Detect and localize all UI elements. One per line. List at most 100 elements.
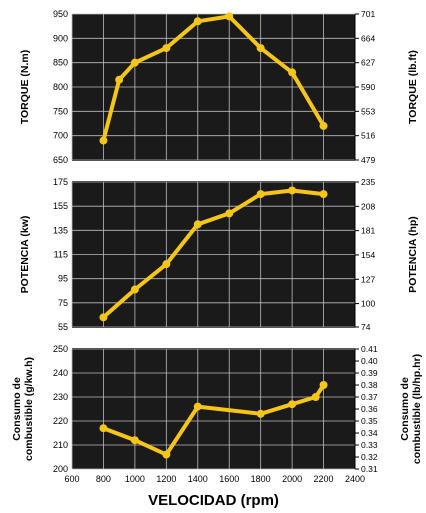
y-tick-label: 155 bbox=[53, 201, 68, 211]
right-tick-label: 74 bbox=[361, 322, 371, 332]
y-tick-label: 650 bbox=[53, 155, 68, 165]
data-point bbox=[225, 209, 234, 218]
y-tick-label: 750 bbox=[53, 106, 68, 116]
data-point bbox=[319, 381, 328, 389]
right-tick-label: 627 bbox=[361, 58, 375, 68]
data-point bbox=[130, 436, 139, 445]
y-axis-label-left-line: POTENCIA (kw) bbox=[19, 216, 31, 294]
y-axis-label-left-line: Consumo de bbox=[11, 377, 23, 441]
plot-background bbox=[72, 14, 355, 469]
right-tick-label: 0.39 bbox=[361, 368, 378, 378]
right-tick-label: 0.40 bbox=[361, 356, 378, 366]
y-tick-label: 240 bbox=[53, 368, 68, 378]
y-axis-label-left: Consumo decombustible (g/kw.h) bbox=[11, 357, 35, 461]
right-tick-label: 701 bbox=[361, 9, 375, 19]
y-tick-label: 210 bbox=[53, 440, 68, 450]
data-point bbox=[193, 220, 202, 229]
right-tick-label: 664 bbox=[361, 33, 375, 43]
right-tick-label: 0.38 bbox=[361, 380, 378, 390]
right-tick-label: 590 bbox=[361, 82, 375, 92]
right-tick-label: 0.32 bbox=[361, 452, 378, 462]
x-tick-label: 1800 bbox=[251, 474, 271, 484]
data-point bbox=[225, 12, 234, 21]
series-line bbox=[101, 383, 326, 457]
x-tick-label: 1000 bbox=[125, 474, 145, 484]
x-tick-label: 1600 bbox=[219, 474, 239, 484]
y-tick-label: 175 bbox=[53, 177, 68, 187]
data-point bbox=[162, 44, 171, 53]
y-tick-label: 230 bbox=[53, 392, 68, 402]
x-tick-label: 2400 bbox=[345, 474, 365, 484]
y-axis-label-right-line: Consumo de bbox=[399, 377, 411, 441]
y-tick-label: 115 bbox=[54, 250, 68, 260]
y-axis-label-right-line: TORQUE (lb.ft) bbox=[407, 50, 419, 124]
data-point bbox=[311, 393, 320, 401]
y-axis-label-right-line: combustible (lb/hp.hr) bbox=[411, 354, 423, 464]
data-point bbox=[115, 75, 124, 84]
data-point bbox=[99, 313, 108, 322]
x-tick-label: 1200 bbox=[156, 474, 176, 484]
y-tick-label: 700 bbox=[53, 131, 68, 141]
right-tick-label: 100 bbox=[361, 299, 375, 309]
data-point bbox=[256, 44, 265, 53]
y-tick-label: 75 bbox=[58, 298, 68, 308]
y-tick-label: 135 bbox=[53, 225, 68, 235]
data-point bbox=[193, 402, 202, 411]
y-tick-label: 950 bbox=[53, 9, 68, 19]
right-tick-label: 0.36 bbox=[361, 404, 378, 414]
panel-separator bbox=[71, 328, 356, 348]
x-tick-label: 600 bbox=[64, 474, 79, 484]
y-axis-label-right: POTENCIA (hp) bbox=[407, 216, 419, 293]
data-point bbox=[288, 186, 297, 195]
right-tick-label: 235 bbox=[361, 177, 375, 187]
right-tick-label: 154 bbox=[361, 250, 375, 260]
y-tick-label: 250 bbox=[53, 344, 68, 354]
right-tick-label: 0.41 bbox=[361, 344, 378, 354]
y-axis-label-right: Consumo decombustible (lb/hp.hr) bbox=[399, 354, 423, 464]
right-tick-label: 127 bbox=[361, 274, 375, 284]
y-tick-label: 200 bbox=[53, 464, 68, 474]
y-tick-label: 95 bbox=[58, 274, 68, 284]
right-tick-label: 516 bbox=[361, 131, 375, 141]
data-point bbox=[162, 450, 171, 459]
x-tick-label: 2200 bbox=[314, 474, 334, 484]
data-point bbox=[130, 58, 139, 67]
y-axis-label-right-line: POTENCIA (hp) bbox=[407, 216, 419, 293]
right-tick-label: 0.34 bbox=[361, 428, 378, 438]
data-point bbox=[162, 260, 171, 269]
right-tick-label: 0.31 bbox=[361, 464, 378, 474]
y-axis-label-left-line: TORQUE (N.m) bbox=[19, 50, 31, 124]
data-point bbox=[193, 17, 202, 26]
right-tick-label: 0.35 bbox=[361, 416, 378, 426]
right-tick-label: 553 bbox=[361, 106, 375, 116]
right-tick-label: 208 bbox=[361, 201, 375, 211]
right-tick-label: 479 bbox=[361, 155, 375, 165]
data-point bbox=[99, 136, 108, 145]
x-tick-label: 800 bbox=[96, 474, 111, 484]
y-tick-label: 800 bbox=[53, 82, 68, 92]
series-line bbox=[101, 188, 326, 320]
y-tick-label: 900 bbox=[53, 33, 68, 43]
data-point bbox=[288, 400, 297, 409]
y-axis-label-left: POTENCIA (kw) bbox=[19, 216, 31, 294]
y-axis-label-right: TORQUE (lb.ft) bbox=[407, 50, 419, 124]
x-tick-label: 1400 bbox=[188, 474, 208, 484]
right-tick-label: 181 bbox=[361, 226, 375, 236]
data-point bbox=[288, 68, 297, 77]
data-point bbox=[99, 424, 108, 433]
data-point bbox=[319, 121, 328, 130]
x-tick-label: 2000 bbox=[282, 474, 302, 484]
y-tick-label: 850 bbox=[53, 58, 68, 68]
right-tick-label: 0.33 bbox=[361, 440, 378, 450]
right-tick-label: 0.37 bbox=[361, 392, 378, 402]
y-tick-label: 55 bbox=[58, 322, 68, 332]
y-tick-label: 220 bbox=[53, 416, 68, 426]
data-point bbox=[319, 190, 328, 199]
data-point bbox=[256, 409, 265, 418]
y-axis-label-left: TORQUE (N.m) bbox=[19, 50, 31, 124]
x-axis-title: VELOCIDAD (rpm) bbox=[148, 492, 279, 509]
data-point bbox=[256, 190, 265, 199]
y-axis-label-left-line: combustible (g/kw.h) bbox=[23, 357, 35, 461]
panel-separator bbox=[71, 161, 356, 181]
